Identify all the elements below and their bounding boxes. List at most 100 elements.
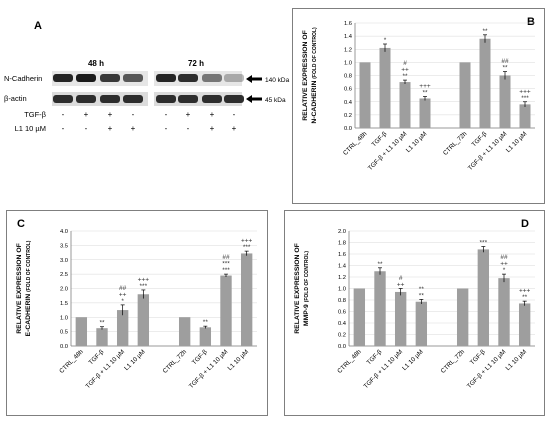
- y-axis-label-line1: RELATIVE EXPRESSION OF: [294, 243, 301, 334]
- significance-label: *: [384, 37, 387, 44]
- y-axis-label-line2: N-CADHERIN (FOLD OF CONTROL): [311, 27, 318, 124]
- y-tick-label: 2.0: [60, 287, 68, 293]
- tgf-sign: +: [210, 110, 215, 119]
- ncadherin-band: [156, 74, 176, 82]
- y-tick-label: 1.4: [338, 264, 347, 270]
- x-tick-label: TGF-β: [366, 348, 384, 366]
- ncadherin-band: [224, 74, 244, 82]
- x-tick-label: CTRL_72h: [440, 348, 467, 375]
- l1-sign: -: [187, 124, 190, 133]
- y-tick-label: 2.5: [60, 272, 68, 278]
- bar: [477, 249, 490, 346]
- bar: [499, 75, 511, 128]
- x-tick-label: TGF-β: [191, 348, 209, 366]
- x-tick-label: L1 10 µM: [401, 348, 425, 372]
- y-tick-label: 0.8: [338, 298, 346, 304]
- ncadherin-band: [178, 74, 198, 82]
- ncadherin-band: [53, 74, 73, 82]
- row-label-ncadherin: N-Cadherin: [4, 74, 42, 83]
- x-tick-label: TGF-β + L1 10 µM: [466, 348, 508, 390]
- y-tick-label: 1.4: [344, 34, 353, 40]
- bar: [459, 62, 471, 128]
- y-tick-label: 3.5: [60, 243, 68, 249]
- x-tick-label: TGF-β: [371, 130, 389, 148]
- panel-letter: D: [521, 218, 529, 230]
- panel-letter: C: [17, 218, 25, 230]
- x-tick-label: L1 10 µM: [504, 348, 528, 372]
- significance-label: **: [419, 286, 425, 293]
- ncadherin-band: [123, 74, 143, 82]
- y-tick-label: 1.0: [338, 287, 346, 293]
- tgf-sign: +: [108, 110, 113, 119]
- significance-label: +++: [519, 288, 531, 295]
- significance-label: #: [403, 60, 407, 67]
- y-tick-label: 0.6: [344, 87, 352, 93]
- panel-letter: B: [527, 16, 535, 28]
- tgf-sign: -: [165, 110, 168, 119]
- bar: [399, 82, 411, 128]
- bar: [519, 104, 531, 128]
- significance-label: **: [522, 294, 528, 301]
- significance-label: **: [203, 319, 209, 326]
- x-tick-label: TGF-β + L1 10 µM: [188, 348, 230, 390]
- y-axis-label-line1: RELATIVE EXPRESSION OF: [302, 30, 309, 121]
- significance-label: ***: [243, 244, 251, 251]
- chart-panel-b: B RELATIVE EXPRESSION OF N-CADHERIN (FOLD …: [292, 8, 545, 204]
- significance-label: **: [422, 90, 428, 97]
- y-tick-label: 1.0: [60, 315, 68, 321]
- significance-label: +++: [419, 83, 431, 90]
- western-blot-panel: 48 h 72 h N-Cadherin β-actin 140 kDa 45 kDa TG…: [4, 59, 290, 133]
- significance-label: ##: [222, 254, 230, 261]
- y-tick-label: 1.6: [344, 21, 352, 27]
- y-tick-label: 1.2: [338, 275, 346, 281]
- y-tick-label: 2.0: [338, 229, 346, 235]
- bar: [240, 253, 253, 346]
- y-axis-label-line1: RELATIVE EXPRESSION OF: [16, 243, 23, 334]
- actin-band: [53, 95, 73, 103]
- bar: [75, 317, 88, 346]
- l1-sign: -: [165, 124, 168, 133]
- ncadherin-band: [202, 74, 222, 82]
- significance-label: ++: [500, 261, 508, 268]
- l1-sign: +: [131, 124, 136, 133]
- arrow-left-icon: [246, 95, 262, 103]
- x-tick-label: CTRL_48h: [342, 130, 369, 157]
- significance-label: **: [402, 73, 408, 80]
- x-tick-label: CTRL_48h: [336, 348, 363, 375]
- y-tick-label: 0.4: [344, 100, 353, 106]
- actin-band: [202, 95, 222, 103]
- actin-band: [156, 95, 176, 103]
- x-tick-label: TGF-β + L1 10 µM: [84, 348, 126, 390]
- significance-label: **: [482, 28, 488, 35]
- kda-label-ncadherin: 140 kDa: [265, 77, 290, 84]
- bar: [178, 317, 191, 346]
- y-tick-label: 0.6: [338, 310, 346, 316]
- ncadherin-band: [100, 74, 120, 82]
- actin-band: [123, 95, 143, 103]
- y-tick-label: 0.2: [344, 113, 352, 119]
- bar: [394, 291, 407, 346]
- significance-label: **: [502, 65, 508, 72]
- l1-sign: -: [62, 124, 65, 133]
- x-tick-label: L1 10 µM: [123, 348, 147, 372]
- tgf-sign: +: [186, 110, 191, 119]
- chart-panel-d: D RELATIVE EXPRESSION OF MMP-9 (FOLD OF CO…: [284, 210, 545, 416]
- l1-sign: -: [85, 124, 88, 133]
- significance-label: ++: [401, 67, 409, 74]
- row-label-actin: β-actin: [4, 94, 27, 103]
- bar: [415, 301, 428, 346]
- x-tick-label: TGF-β + L1 10 µM: [367, 130, 409, 172]
- actin-band: [224, 95, 244, 103]
- bar: [419, 98, 431, 128]
- y-tick-label: 0.0: [60, 344, 68, 350]
- y-tick-label: 0.5: [60, 330, 68, 336]
- actin-band: [178, 95, 198, 103]
- y-tick-label: 1.2: [344, 47, 352, 53]
- x-tick-label: L1 10 µM: [226, 348, 250, 372]
- tgf-sign: -: [62, 110, 65, 119]
- significance-label: ***: [140, 283, 148, 290]
- actin-band: [76, 95, 96, 103]
- tgf-sign: +: [84, 110, 89, 119]
- y-tick-label: 0.2: [338, 333, 346, 339]
- tgf-sign: -: [233, 110, 236, 119]
